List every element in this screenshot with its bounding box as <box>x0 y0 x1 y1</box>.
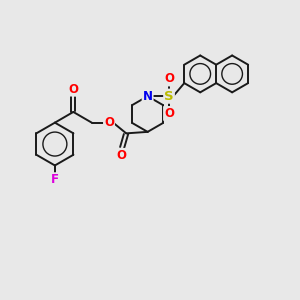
Text: O: O <box>164 73 174 85</box>
Text: N: N <box>142 90 153 103</box>
Text: S: S <box>164 90 174 103</box>
Text: O: O <box>164 107 174 120</box>
Text: O: O <box>68 82 78 96</box>
Text: O: O <box>104 116 114 129</box>
Text: O: O <box>117 149 127 162</box>
Text: F: F <box>51 173 59 186</box>
